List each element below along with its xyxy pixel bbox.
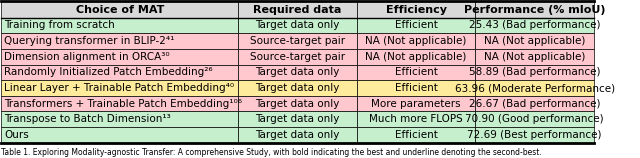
FancyBboxPatch shape	[238, 127, 357, 143]
Text: Required data: Required data	[253, 5, 342, 15]
Text: Transpose to Batch Dimension¹³: Transpose to Batch Dimension¹³	[4, 114, 171, 124]
Text: Efficient: Efficient	[395, 83, 438, 93]
Text: NA (Not applicable): NA (Not applicable)	[365, 36, 467, 46]
Text: Efficient: Efficient	[395, 130, 438, 140]
Text: Performance (% mIoU): Performance (% mIoU)	[464, 5, 605, 15]
Text: 72.69 (Best performance): 72.69 (Best performance)	[467, 130, 602, 140]
FancyBboxPatch shape	[357, 49, 476, 65]
Text: Linear Layer + Trainable Patch Embedding⁴⁰: Linear Layer + Trainable Patch Embedding…	[4, 83, 234, 93]
FancyBboxPatch shape	[476, 80, 594, 96]
FancyBboxPatch shape	[476, 127, 594, 143]
Text: NA (Not applicable): NA (Not applicable)	[365, 52, 467, 62]
FancyBboxPatch shape	[357, 1, 476, 18]
FancyBboxPatch shape	[476, 49, 594, 65]
FancyBboxPatch shape	[238, 18, 357, 33]
Text: Target data only: Target data only	[255, 114, 340, 124]
Text: Target data only: Target data only	[255, 83, 340, 93]
FancyBboxPatch shape	[1, 80, 238, 96]
FancyBboxPatch shape	[1, 18, 238, 33]
Text: Efficient: Efficient	[395, 67, 438, 77]
FancyBboxPatch shape	[357, 112, 476, 127]
FancyBboxPatch shape	[476, 65, 594, 80]
Text: Efficient: Efficient	[395, 21, 438, 30]
FancyBboxPatch shape	[1, 1, 238, 18]
Text: 58.89 (Bad performance): 58.89 (Bad performance)	[469, 67, 600, 77]
FancyBboxPatch shape	[357, 80, 476, 96]
FancyBboxPatch shape	[238, 49, 357, 65]
Text: Source-target pair: Source-target pair	[250, 36, 345, 46]
Text: Target data only: Target data only	[255, 21, 340, 30]
Text: Source-target pair: Source-target pair	[250, 52, 345, 62]
Text: More parameters: More parameters	[371, 99, 461, 109]
FancyBboxPatch shape	[476, 96, 594, 112]
Text: Much more FLOPS: Much more FLOPS	[369, 114, 463, 124]
Text: 70.90 (Good performance): 70.90 (Good performance)	[465, 114, 604, 124]
FancyBboxPatch shape	[1, 65, 238, 80]
FancyBboxPatch shape	[476, 18, 594, 33]
FancyBboxPatch shape	[1, 33, 238, 49]
FancyBboxPatch shape	[238, 96, 357, 112]
Text: NA (Not applicable): NA (Not applicable)	[484, 52, 586, 62]
FancyBboxPatch shape	[357, 127, 476, 143]
FancyBboxPatch shape	[357, 96, 476, 112]
FancyBboxPatch shape	[476, 33, 594, 49]
Text: Randomly Initialized Patch Embedding²⁶: Randomly Initialized Patch Embedding²⁶	[4, 67, 213, 77]
Text: Ours: Ours	[4, 130, 29, 140]
FancyBboxPatch shape	[1, 127, 238, 143]
FancyBboxPatch shape	[238, 33, 357, 49]
Text: Target data only: Target data only	[255, 99, 340, 109]
Text: Target data only: Target data only	[255, 130, 340, 140]
Text: Dimension alignment in ORCA³⁰: Dimension alignment in ORCA³⁰	[4, 52, 170, 62]
FancyBboxPatch shape	[238, 65, 357, 80]
FancyBboxPatch shape	[1, 112, 238, 127]
FancyBboxPatch shape	[238, 1, 357, 18]
FancyBboxPatch shape	[1, 49, 238, 65]
FancyBboxPatch shape	[476, 112, 594, 127]
Text: 26.67 (Bad performance): 26.67 (Bad performance)	[469, 99, 600, 109]
Text: Choice of MAT: Choice of MAT	[76, 5, 164, 15]
Text: Table 1. Exploring Modality-agnostic Transfer: A comprehensive Study, with bold : Table 1. Exploring Modality-agnostic Tra…	[1, 148, 542, 157]
FancyBboxPatch shape	[357, 65, 476, 80]
FancyBboxPatch shape	[357, 18, 476, 33]
FancyBboxPatch shape	[238, 112, 357, 127]
Text: 63.96 (Moderate Performance): 63.96 (Moderate Performance)	[454, 83, 614, 93]
Text: Transformers + Trainable Patch Embedding¹⁰⁶: Transformers + Trainable Patch Embedding…	[4, 99, 243, 109]
FancyBboxPatch shape	[238, 80, 357, 96]
Text: Efficiency: Efficiency	[386, 5, 447, 15]
Text: Querying transformer in BLIP-2⁴¹: Querying transformer in BLIP-2⁴¹	[4, 36, 175, 46]
Text: Target data only: Target data only	[255, 67, 340, 77]
Text: Training from scratch: Training from scratch	[4, 21, 115, 30]
Text: NA (Not applicable): NA (Not applicable)	[484, 36, 586, 46]
FancyBboxPatch shape	[476, 1, 594, 18]
FancyBboxPatch shape	[1, 96, 238, 112]
FancyBboxPatch shape	[357, 33, 476, 49]
Text: 25.43 (Bad performance): 25.43 (Bad performance)	[469, 21, 600, 30]
